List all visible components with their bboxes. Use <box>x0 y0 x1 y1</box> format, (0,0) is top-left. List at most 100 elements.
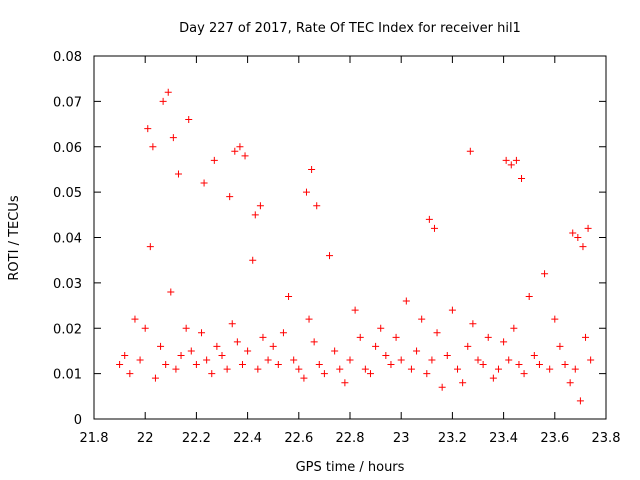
data-point <box>146 243 154 251</box>
y-axis: 0 0.01 0.02 0.03 0.04 0.05 0.06 0.07 0.08 <box>53 50 606 428</box>
data-point <box>285 292 293 300</box>
data-point <box>494 365 502 373</box>
data-point <box>569 229 577 237</box>
data-point <box>346 356 354 364</box>
data-point <box>236 143 244 151</box>
x-tick-label: 21.8 <box>80 431 109 446</box>
data-point <box>407 365 415 373</box>
data-point <box>351 306 359 314</box>
data-point <box>259 333 267 341</box>
data-point <box>264 356 272 364</box>
x-tick-label: 22.4 <box>233 431 262 446</box>
data-point <box>397 356 405 364</box>
data-point <box>331 347 339 355</box>
data-point <box>546 365 554 373</box>
data-point <box>198 329 206 337</box>
data-point <box>541 270 549 278</box>
x-axis-label: GPS time / hours <box>296 460 405 475</box>
data-point <box>510 324 518 332</box>
data-point <box>423 370 431 378</box>
chart-title: Day 227 of 2017, Rate Of TEC Index for r… <box>179 21 521 36</box>
data-point <box>382 351 390 359</box>
data-point <box>251 211 259 219</box>
data-point <box>505 356 513 364</box>
data-point <box>169 134 177 142</box>
data-point <box>210 156 218 164</box>
data-point <box>244 347 252 355</box>
y-tick-label: 0.03 <box>53 277 82 292</box>
data-point <box>361 365 369 373</box>
data-point <box>587 356 595 364</box>
data-point <box>136 356 144 364</box>
data-point <box>392 333 400 341</box>
data-point <box>313 202 321 210</box>
data-point <box>518 175 526 183</box>
data-point <box>582 333 590 341</box>
data-point <box>464 342 472 350</box>
data-point <box>530 351 538 359</box>
data-point <box>372 342 380 350</box>
data-point <box>443 351 451 359</box>
data-point <box>274 361 282 369</box>
data-point <box>571 365 579 373</box>
data-point <box>249 256 257 264</box>
data-point <box>387 361 395 369</box>
data-point <box>315 361 323 369</box>
data-point <box>500 338 508 346</box>
data-point <box>561 361 569 369</box>
data-point <box>576 397 584 405</box>
data-point <box>177 351 185 359</box>
data-point <box>584 224 592 232</box>
data-point <box>269 342 277 350</box>
data-point <box>326 252 334 260</box>
data-point <box>126 370 134 378</box>
data-point <box>474 356 482 364</box>
y-tick-label: 0.04 <box>53 232 82 247</box>
data-point <box>320 370 328 378</box>
data-point <box>425 215 433 223</box>
x-tick-label: 22.2 <box>182 431 211 446</box>
data-point <box>302 188 310 196</box>
y-tick-label: 0.06 <box>53 141 82 156</box>
data-point <box>551 315 559 323</box>
data-point <box>377 324 385 332</box>
y-tick-label: 0.08 <box>53 50 82 65</box>
data-point <box>131 315 139 323</box>
data-point <box>279 329 287 337</box>
data-point <box>157 342 165 350</box>
x-axis: 21.8 22 22.2 22.4 22.6 22.8 23 23.2 23.4 23.6 23.8 <box>80 56 620 446</box>
data-point <box>366 370 374 378</box>
data-point <box>430 224 438 232</box>
data-point <box>433 329 441 337</box>
data-point <box>228 320 236 328</box>
data-point <box>489 374 497 382</box>
data-point <box>203 356 211 364</box>
data-point <box>448 306 456 314</box>
data-point <box>231 147 239 155</box>
data-point <box>454 365 462 373</box>
data-point <box>310 338 318 346</box>
x-tick-label: 22.8 <box>336 431 365 446</box>
data-point <box>149 143 157 151</box>
data-points <box>116 88 595 405</box>
data-point <box>479 361 487 369</box>
data-point <box>574 234 582 241</box>
data-point <box>459 379 467 387</box>
data-point <box>254 365 262 373</box>
x-tick-label: 23 <box>393 431 410 446</box>
data-point <box>469 320 477 328</box>
data-point <box>341 379 349 387</box>
data-point <box>556 342 564 350</box>
data-point <box>402 297 410 305</box>
data-point <box>223 365 231 373</box>
data-point <box>413 347 421 355</box>
data-point <box>241 152 249 160</box>
data-point <box>213 342 221 350</box>
data-point <box>144 125 152 133</box>
data-point <box>167 288 175 296</box>
data-point <box>566 379 574 387</box>
data-point <box>290 356 298 364</box>
y-tick-label: 0.07 <box>53 95 82 110</box>
data-point <box>187 347 195 355</box>
